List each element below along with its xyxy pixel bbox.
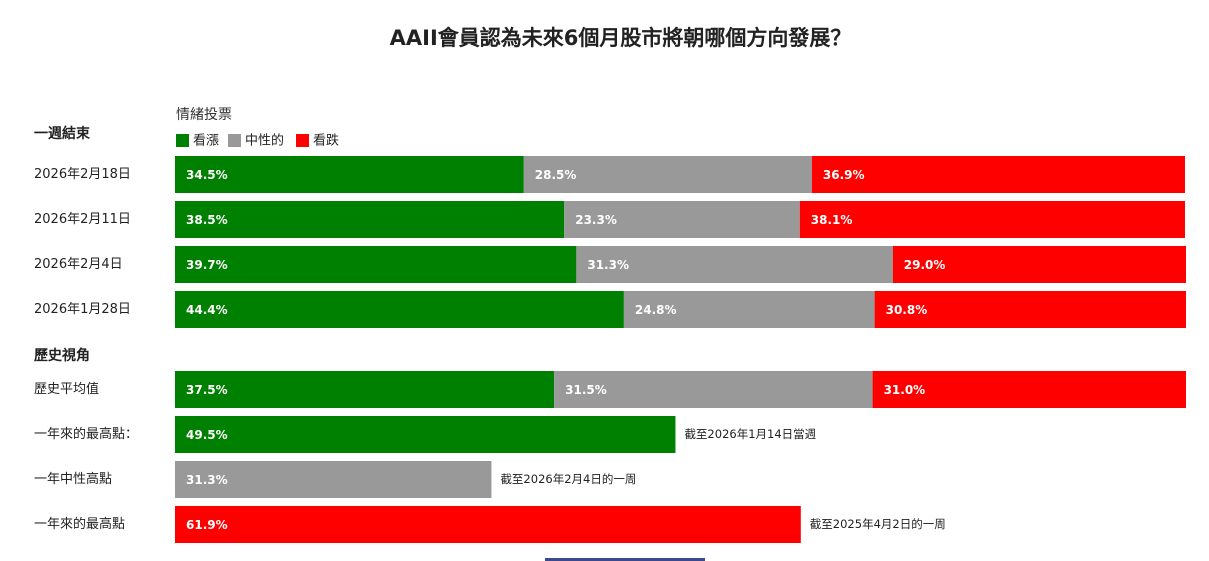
data-label: 39.7% <box>186 258 228 272</box>
data-label: 44.4% <box>186 303 228 317</box>
bar-segment-1 <box>175 246 577 283</box>
legend-label-3: 看跌 <box>313 133 339 149</box>
data-label: 31.0% <box>884 383 926 397</box>
bar-note: 截至2026年1月14日當週 <box>684 427 816 441</box>
data-label: 31.5% <box>565 383 607 397</box>
bar-segment-2 <box>175 461 492 498</box>
legend-swatch-2 <box>228 134 241 147</box>
legend-swatch-1 <box>176 134 189 147</box>
bar-segment-1 <box>175 291 624 328</box>
bottom-divider <box>545 558 705 561</box>
category-label: 2026年2月11日 <box>34 212 131 227</box>
bar-segment-3 <box>874 291 1186 328</box>
data-label: 61.9% <box>186 518 228 532</box>
legend-swatch-3 <box>296 134 309 147</box>
bar-note: 截至2026年2月4日的一周 <box>500 472 636 486</box>
bar-segment-3 <box>811 156 1185 193</box>
data-label: 31.3% <box>186 473 228 487</box>
data-label: 38.1% <box>811 213 853 227</box>
data-label: 24.8% <box>635 303 677 317</box>
bar-note: 截至2025年4月2日的一周 <box>810 517 946 531</box>
group-label: 歷史視角 <box>34 347 90 364</box>
chart-title: AAII會員認為未來6個月股市將朝哪個方向發展？ <box>389 26 852 50</box>
data-label: 49.5% <box>186 428 228 442</box>
category-label: 2026年1月28日 <box>34 302 131 317</box>
bar-segment-1 <box>175 371 555 408</box>
data-label: 31.3% <box>587 258 629 272</box>
data-label: 30.8% <box>886 303 928 317</box>
data-label: 23.3% <box>575 213 617 227</box>
category-label: 一年中性高點 <box>34 471 112 487</box>
data-label: 28.5% <box>535 168 577 182</box>
legend-label-2: 中性的 <box>245 133 284 149</box>
category-label: 2026年2月18日 <box>34 167 131 182</box>
bar-segment-1 <box>175 201 565 238</box>
bar-segment-2 <box>554 371 873 408</box>
data-label: 34.5% <box>186 168 228 182</box>
category-label: 一年來的最高點： <box>34 426 138 442</box>
legend-label-1: 看漲 <box>193 133 219 149</box>
bar-segment-2 <box>576 246 893 283</box>
bar-segment-3 <box>872 371 1186 408</box>
category-label: 2026年2月4日 <box>34 257 123 272</box>
bar-segment-3 <box>892 246 1186 283</box>
category-label: 一年來的最高點 <box>34 516 125 532</box>
bar-segment-2 <box>564 201 800 238</box>
legend-title: 情緒投票 <box>176 107 232 123</box>
category-label: 歷史平均值 <box>34 381 99 397</box>
bar-segment-2 <box>523 156 812 193</box>
group-label: 一週結束 <box>34 125 91 142</box>
bar-segment-1 <box>175 416 676 453</box>
data-label: 38.5% <box>186 213 228 227</box>
bar-segment-1 <box>175 156 524 193</box>
data-label: 29.0% <box>904 258 946 272</box>
bar-segment-3 <box>799 201 1185 238</box>
data-label: 36.9% <box>823 168 865 182</box>
bar-segment-3 <box>175 506 801 543</box>
data-label: 37.5% <box>186 383 228 397</box>
bar-segment-2 <box>623 291 875 328</box>
